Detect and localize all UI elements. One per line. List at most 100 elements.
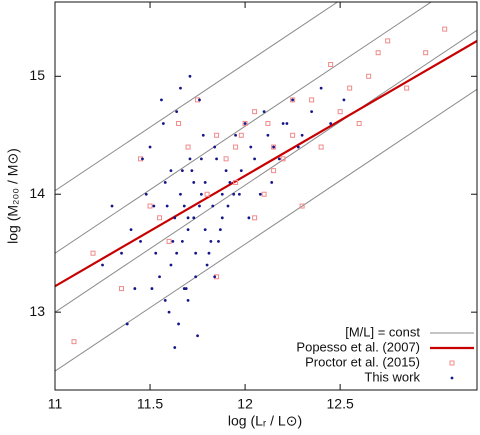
point	[186, 298, 190, 302]
point	[228, 181, 232, 184]
point	[252, 215, 258, 221]
point	[203, 181, 207, 184]
legend-label: Proctor et al. (2015)	[305, 354, 420, 369]
point	[201, 133, 205, 137]
point	[213, 275, 217, 279]
point	[243, 122, 247, 125]
point	[147, 203, 153, 209]
point	[280, 156, 286, 162]
line	[55, 39, 477, 288]
point	[198, 204, 201, 208]
point	[290, 97, 296, 103]
point	[318, 144, 324, 150]
point	[205, 263, 209, 267]
point	[203, 228, 207, 232]
point	[163, 298, 167, 302]
point	[207, 251, 211, 255]
point	[423, 50, 429, 56]
plot-frame	[54, 1, 478, 391]
point	[71, 339, 77, 345]
point	[296, 145, 300, 149]
point	[209, 240, 213, 243]
point	[173, 346, 177, 349]
point	[342, 98, 346, 102]
point	[247, 216, 251, 220]
point	[196, 334, 199, 338]
point	[182, 204, 186, 208]
x-axis-label: log (Lᵣ / L⊙)	[228, 413, 302, 429]
point	[356, 120, 362, 126]
point	[194, 251, 198, 255]
point	[226, 204, 230, 208]
point	[220, 192, 224, 196]
point	[261, 191, 267, 197]
line	[55, 29, 477, 313]
point	[238, 132, 244, 138]
point	[328, 62, 334, 68]
point	[265, 120, 271, 126]
point	[175, 251, 179, 255]
y-tick-label: 15	[29, 67, 45, 83]
point	[337, 109, 343, 115]
point	[290, 132, 296, 138]
point	[218, 228, 222, 232]
point	[188, 74, 192, 78]
legend-swatch	[449, 360, 455, 366]
point	[239, 169, 243, 173]
point	[186, 228, 190, 232]
point	[224, 169, 228, 173]
point	[299, 203, 305, 209]
legend-swatch	[450, 376, 454, 380]
point	[125, 322, 129, 326]
point	[161, 122, 165, 125]
point	[300, 133, 304, 137]
point	[179, 86, 182, 90]
y-tick-label: 13	[29, 303, 45, 319]
point	[237, 192, 241, 196]
line	[55, 2, 339, 192]
point	[186, 216, 190, 220]
point	[194, 275, 198, 279]
point	[133, 287, 137, 290]
x-tick-label: 12.5	[327, 396, 354, 412]
point	[217, 240, 220, 243]
point	[192, 181, 196, 184]
point	[232, 192, 236, 196]
point	[211, 204, 215, 208]
point	[157, 215, 163, 221]
point	[185, 144, 191, 150]
line	[55, 88, 477, 372]
point	[258, 192, 262, 196]
point	[385, 38, 391, 44]
point	[90, 250, 96, 256]
point	[310, 110, 314, 114]
point	[158, 275, 161, 279]
point	[169, 263, 173, 267]
point	[266, 133, 270, 137]
point	[252, 109, 258, 115]
point	[199, 157, 203, 161]
point	[120, 251, 123, 255]
point	[253, 157, 256, 161]
point	[110, 204, 114, 208]
point	[277, 157, 281, 161]
point	[233, 179, 239, 185]
point	[223, 156, 229, 162]
point	[214, 132, 220, 138]
point	[165, 204, 169, 208]
point	[184, 287, 188, 290]
point	[404, 85, 410, 91]
point	[215, 157, 218, 161]
point	[192, 216, 196, 220]
point	[160, 98, 163, 102]
point	[233, 144, 239, 150]
point	[139, 240, 142, 243]
point	[272, 145, 276, 149]
point	[375, 50, 381, 56]
point	[173, 216, 177, 220]
point	[177, 322, 180, 326]
point	[198, 98, 201, 102]
point	[154, 251, 158, 255]
point	[204, 191, 210, 197]
x-tick-label: 12	[237, 396, 253, 412]
